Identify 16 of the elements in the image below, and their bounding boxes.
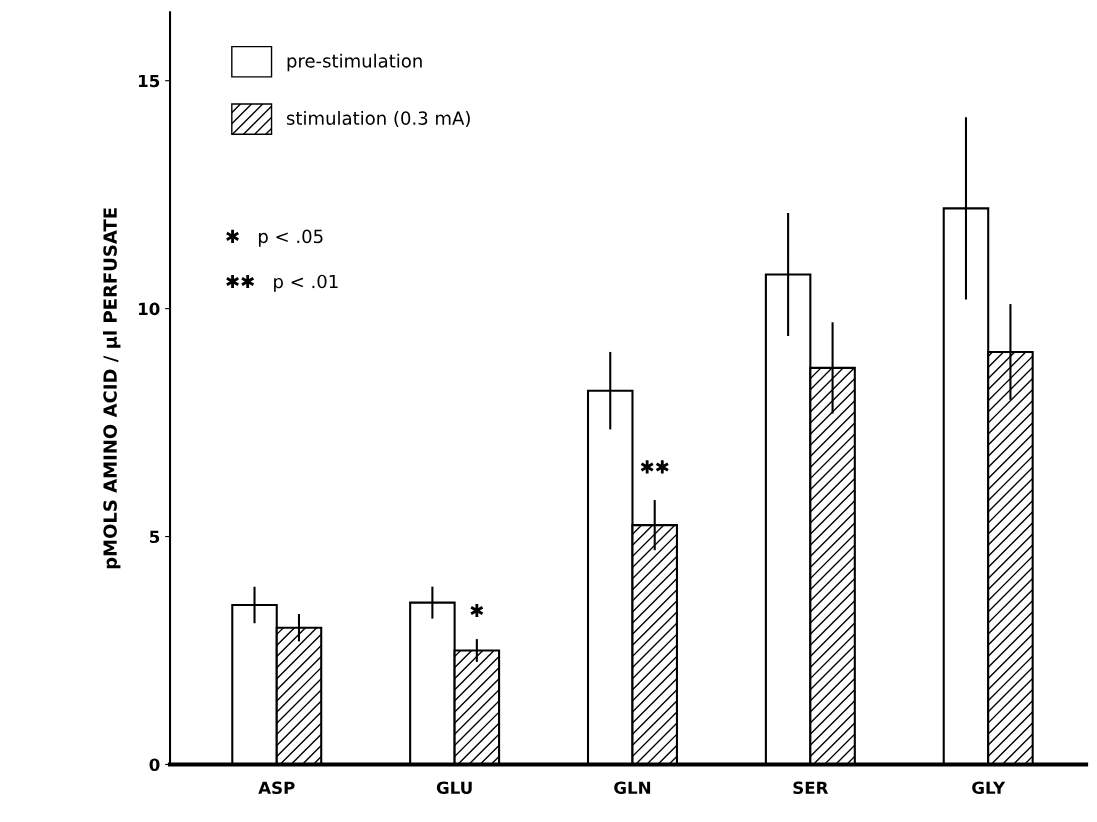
x-tick-label: ASP	[258, 781, 295, 795]
y-tick-label: 5	[150, 530, 160, 544]
annotation: ✱ p < .05	[226, 229, 323, 247]
x-tick-label: SER	[793, 781, 829, 795]
x-tick-label: GLY	[972, 781, 1006, 795]
x-tick-label: GLU	[436, 781, 472, 795]
annotation: ✱✱	[640, 460, 669, 474]
y-tick-label: 15	[139, 74, 160, 88]
y-axis-title: pMOLS AMINO ACID / µl PERFUSATE	[102, 208, 121, 569]
y-tick-label: 10	[139, 302, 160, 316]
legend-label: stimulation (0.3 mA)	[286, 111, 470, 128]
annotation: ✱	[470, 603, 484, 618]
annotation: ✱✱ p < .01	[226, 274, 338, 292]
legend-label: pre-stimulation	[287, 53, 422, 72]
y-tick-label: 0	[149, 758, 160, 772]
x-tick-label: GLN	[614, 781, 651, 795]
